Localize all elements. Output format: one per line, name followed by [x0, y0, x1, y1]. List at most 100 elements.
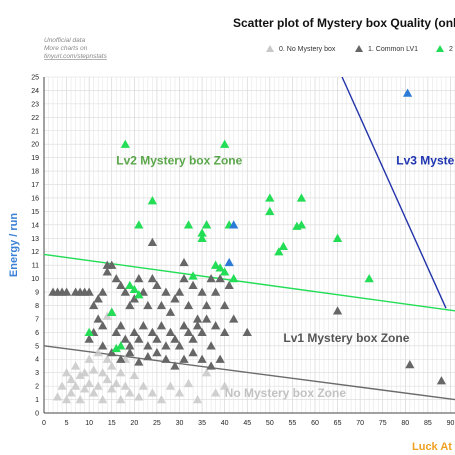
point-series-2 — [220, 139, 230, 148]
point-series-0 — [66, 388, 76, 397]
point-series-2 — [183, 220, 194, 229]
point-series-1 — [152, 347, 162, 357]
point-series-1 — [98, 287, 108, 296]
x-tick-label: 85 — [424, 420, 432, 427]
point-series-2 — [201, 220, 212, 229]
point-series-0 — [183, 378, 194, 388]
point-series-0 — [102, 374, 112, 384]
point-series-1 — [125, 341, 135, 350]
credit-line-1: Unofficial data — [44, 37, 86, 44]
point-series-1 — [102, 260, 112, 269]
point-series-1 — [332, 306, 343, 315]
legend-label-0: 0. No Mystery box — [279, 46, 336, 53]
point-series-1 — [161, 341, 171, 350]
point-series-0 — [220, 381, 230, 390]
point-series-1 — [192, 321, 203, 330]
point-series-0 — [66, 374, 76, 384]
point-series-0 — [174, 388, 185, 397]
point-series-1 — [111, 327, 121, 337]
point-series-1 — [242, 327, 252, 337]
point-series-2 — [197, 228, 207, 237]
y-tick-label: 0 — [35, 411, 39, 418]
point-series-1 — [188, 280, 198, 289]
point-series-1 — [220, 300, 230, 310]
point-series-1 — [179, 321, 189, 330]
x-tick-label: 25 — [153, 420, 161, 427]
point-series-0 — [71, 361, 81, 370]
y-tick-label: 7 — [35, 316, 39, 323]
point-series-1 — [147, 327, 157, 337]
point-series-2 — [265, 206, 275, 216]
y-tick-label: 25 — [31, 75, 39, 82]
point-series-3 — [224, 257, 234, 267]
point-series-0 — [129, 370, 139, 380]
point-series-1 — [436, 376, 447, 385]
y-tick-label: 23 — [31, 101, 39, 108]
point-series-0 — [84, 378, 94, 388]
tick-labels: 0123456789101112131415161718192021222324… — [31, 75, 454, 428]
y-axis-label: Energy / run — [8, 213, 20, 277]
zone-label-1: Lv3 Myster — [396, 153, 455, 167]
point-series-1 — [220, 327, 230, 337]
point-series-1 — [174, 287, 185, 296]
point-series-1 — [152, 280, 162, 289]
point-series-0 — [107, 384, 117, 393]
point-series-0 — [89, 365, 99, 374]
point-series-1 — [129, 327, 139, 337]
point-series-1 — [161, 354, 171, 363]
point-series-0 — [211, 388, 221, 397]
legend-label-1: 1. Common LV1 — [368, 46, 418, 53]
zone-labels: Lv2 Mystery box Zone Lv3 Myster Lv1 Myster… — [116, 153, 455, 400]
point-series-0 — [107, 361, 117, 370]
point-series-0 — [98, 368, 108, 377]
point-series-2 — [107, 307, 117, 316]
x-tick-label: 60 — [311, 420, 319, 427]
point-series-2 — [120, 139, 130, 148]
point-series-3 — [229, 220, 239, 229]
point-series-2 — [188, 271, 198, 280]
point-series-1 — [183, 300, 194, 310]
point-series-1 — [224, 280, 234, 289]
y-tick-label: 14 — [31, 222, 39, 229]
x-tick-label: 65 — [334, 420, 342, 427]
y-tick-label: 11 — [32, 263, 39, 270]
point-series-1 — [170, 334, 180, 343]
x-tick-label: 70 — [356, 420, 364, 427]
x-tick-label: 20 — [130, 420, 138, 427]
y-tick-label: 21 — [31, 128, 39, 135]
y-tick-label: 1 — [35, 397, 39, 404]
point-series-2 — [296, 193, 307, 202]
point-series-1 — [116, 321, 126, 330]
point-series-1 — [134, 274, 144, 283]
point-series-1 — [125, 347, 135, 357]
point-series-1 — [174, 341, 185, 350]
boundary-line-blue — [341, 76, 447, 309]
point-series-1 — [188, 334, 198, 343]
point-series-1 — [170, 361, 180, 370]
point-series-1 — [179, 274, 189, 283]
point-series-0 — [134, 392, 144, 401]
point-series-1 — [183, 327, 194, 337]
point-series-2 — [197, 233, 207, 242]
point-series-0 — [93, 381, 103, 390]
point-series-1 — [134, 334, 144, 343]
y-tick-label: 2 — [35, 384, 39, 391]
x-tick-label: 15 — [108, 420, 116, 427]
point-series-1 — [98, 321, 108, 330]
point-series-0 — [192, 394, 203, 404]
point-series-1 — [120, 334, 130, 343]
point-series-2 — [332, 233, 343, 242]
point-series-1 — [161, 287, 171, 296]
point-series-1 — [93, 294, 103, 303]
point-series-2 — [229, 274, 239, 283]
point-series-0 — [89, 388, 99, 397]
y-tick-label: 6 — [35, 330, 39, 337]
point-series-2 — [116, 341, 126, 350]
legend-label-2: 2 — [449, 46, 453, 53]
y-tick-label: 3 — [35, 370, 39, 377]
point-series-0 — [80, 368, 90, 377]
point-series-0 — [165, 381, 176, 390]
point-series-0 — [61, 394, 72, 404]
legend-marker-0 — [266, 45, 274, 52]
